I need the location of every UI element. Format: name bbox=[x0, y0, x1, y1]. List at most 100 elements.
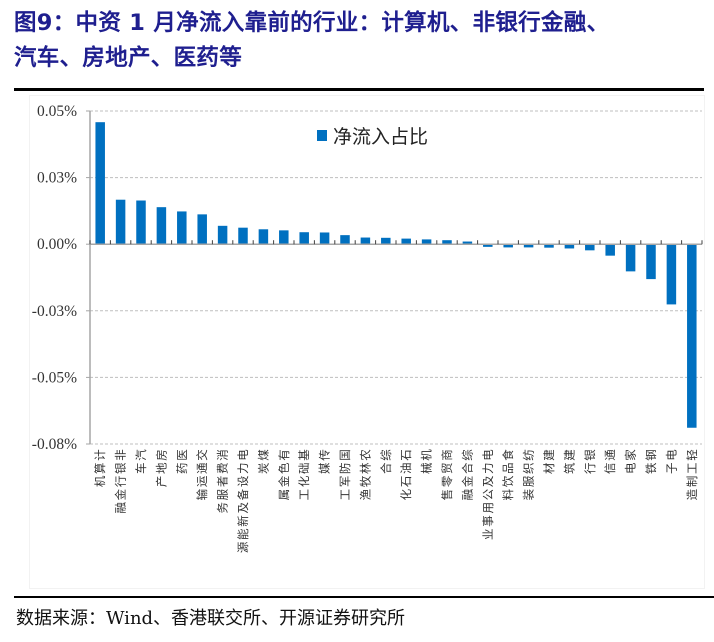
x-label-char: 农 bbox=[358, 449, 372, 461]
x-label-char: 药 bbox=[175, 462, 189, 474]
x-tick-label-16: 机械 bbox=[420, 449, 434, 474]
y-tick-label: 0.03% bbox=[37, 170, 77, 187]
x-label-char: 力 bbox=[481, 462, 495, 474]
bar-18 bbox=[462, 241, 473, 245]
x-label-char: 煤 bbox=[256, 449, 270, 461]
x-label-char: 品 bbox=[501, 462, 515, 474]
bar-14 bbox=[381, 237, 391, 245]
bar-11 bbox=[319, 232, 330, 245]
figure-title-line-2: 汽车、房地产、医药等 bbox=[14, 45, 243, 71]
y-tick-label: 0.05% bbox=[37, 103, 77, 120]
x-label-char: 机 bbox=[93, 475, 107, 487]
bar-19 bbox=[483, 244, 493, 247]
x-label-char: 综 bbox=[379, 449, 393, 461]
x-tick-label-28: 电子 bbox=[664, 449, 678, 474]
bar-1 bbox=[115, 199, 126, 245]
x-label-char: 化 bbox=[399, 488, 413, 500]
bar-12 bbox=[340, 235, 350, 245]
x-label-char: 新 bbox=[236, 515, 250, 527]
y-tick-label: -0.08% bbox=[32, 436, 77, 453]
x-label-char: 用 bbox=[481, 502, 495, 514]
x-label-char: 械 bbox=[420, 462, 434, 474]
x-label-char: 合 bbox=[460, 462, 474, 474]
x-label-char: 地 bbox=[154, 462, 168, 474]
y-tick-label: -0.05% bbox=[32, 369, 77, 386]
x-label-char: 林 bbox=[358, 462, 372, 474]
x-tick-label-3: 房地产 bbox=[154, 449, 168, 487]
chart-frame bbox=[29, 95, 705, 589]
bar-6 bbox=[217, 225, 228, 245]
x-label-char: 金 bbox=[460, 475, 474, 487]
x-label-char: 油 bbox=[399, 462, 413, 474]
x-label-char: 筑 bbox=[562, 462, 576, 474]
x-label-char: 有 bbox=[277, 449, 291, 461]
x-label-char: 基 bbox=[297, 449, 311, 461]
x-label-char: 食 bbox=[501, 449, 515, 461]
x-tick-label-0: 计算机 bbox=[93, 449, 107, 487]
x-label-char: 传 bbox=[318, 449, 332, 461]
x-label-char: 行 bbox=[583, 462, 597, 474]
x-label-char: 务 bbox=[216, 502, 230, 514]
x-tick-label-1: 非银行金融 bbox=[114, 449, 128, 514]
bar-26 bbox=[625, 244, 636, 272]
bar-chart: 0.05%0.03%0.00%-0.03%-0.05%-0.08% 计算机非银行… bbox=[32, 103, 703, 553]
bars bbox=[95, 122, 697, 428]
x-label-char: 备 bbox=[236, 488, 250, 500]
y-tick-label: -0.03% bbox=[32, 303, 77, 320]
bar-2 bbox=[136, 200, 146, 245]
bar-15 bbox=[401, 238, 411, 245]
x-label-char: 设 bbox=[236, 475, 250, 487]
bar-21 bbox=[523, 244, 534, 248]
x-label-char: 商 bbox=[440, 449, 454, 461]
x-label-char: 及 bbox=[236, 502, 250, 514]
gridlines bbox=[86, 110, 702, 445]
x-label-char: 消 bbox=[216, 449, 230, 461]
x-label-char: 石 bbox=[399, 449, 413, 461]
x-label-char: 础 bbox=[297, 462, 311, 474]
x-label-char: 机 bbox=[420, 449, 434, 461]
bar-24 bbox=[585, 244, 595, 251]
x-tick-label-2: 汽车 bbox=[134, 449, 148, 474]
x-label-char: 轻 bbox=[685, 449, 699, 461]
x-label-char: 服 bbox=[522, 475, 536, 487]
bar-7 bbox=[238, 227, 248, 245]
x-label-char: 银 bbox=[114, 462, 128, 474]
x-label-char: 制 bbox=[685, 476, 699, 488]
x-label-char: 融 bbox=[114, 502, 128, 514]
x-label-char: 售 bbox=[440, 489, 454, 501]
x-label-char: 子 bbox=[664, 462, 678, 474]
x-label-char: 纺 bbox=[522, 449, 536, 461]
bar-0 bbox=[95, 122, 105, 245]
x-label-char: 房 bbox=[154, 449, 168, 461]
x-label-char: 化 bbox=[297, 475, 311, 487]
x-label-char: 算 bbox=[93, 462, 107, 474]
x-label-char: 建 bbox=[562, 449, 576, 461]
figure-title-line-1: 图9：中资 1 月净流入靠前的行业：计算机、非银行金融、 bbox=[14, 10, 610, 36]
x-tick-label-8: 煤炭 bbox=[256, 449, 270, 474]
x-tick-label-26: 家电 bbox=[624, 449, 638, 474]
x-label-char: 金 bbox=[114, 488, 128, 500]
x-label-char: 银 bbox=[583, 449, 597, 461]
x-label-char: 车 bbox=[134, 462, 148, 474]
x-label-char: 工 bbox=[338, 489, 352, 501]
x-label-char: 能 bbox=[236, 528, 250, 540]
bar-3 bbox=[156, 207, 167, 245]
title-divider bbox=[14, 88, 704, 91]
x-label-char: 行 bbox=[114, 476, 128, 488]
x-tick-label-27: 钢铁 bbox=[644, 449, 658, 474]
data-source: 数据来源：Wind、香港联交所、开源证券研究所 bbox=[16, 608, 406, 629]
x-label-char: 钢 bbox=[644, 449, 658, 461]
source-divider bbox=[14, 596, 714, 598]
x-label-char: 国 bbox=[338, 449, 352, 461]
bar-25 bbox=[605, 244, 615, 256]
x-label-char: 造 bbox=[685, 488, 699, 500]
x-label-char: 者 bbox=[216, 476, 230, 488]
axes bbox=[89, 111, 703, 444]
